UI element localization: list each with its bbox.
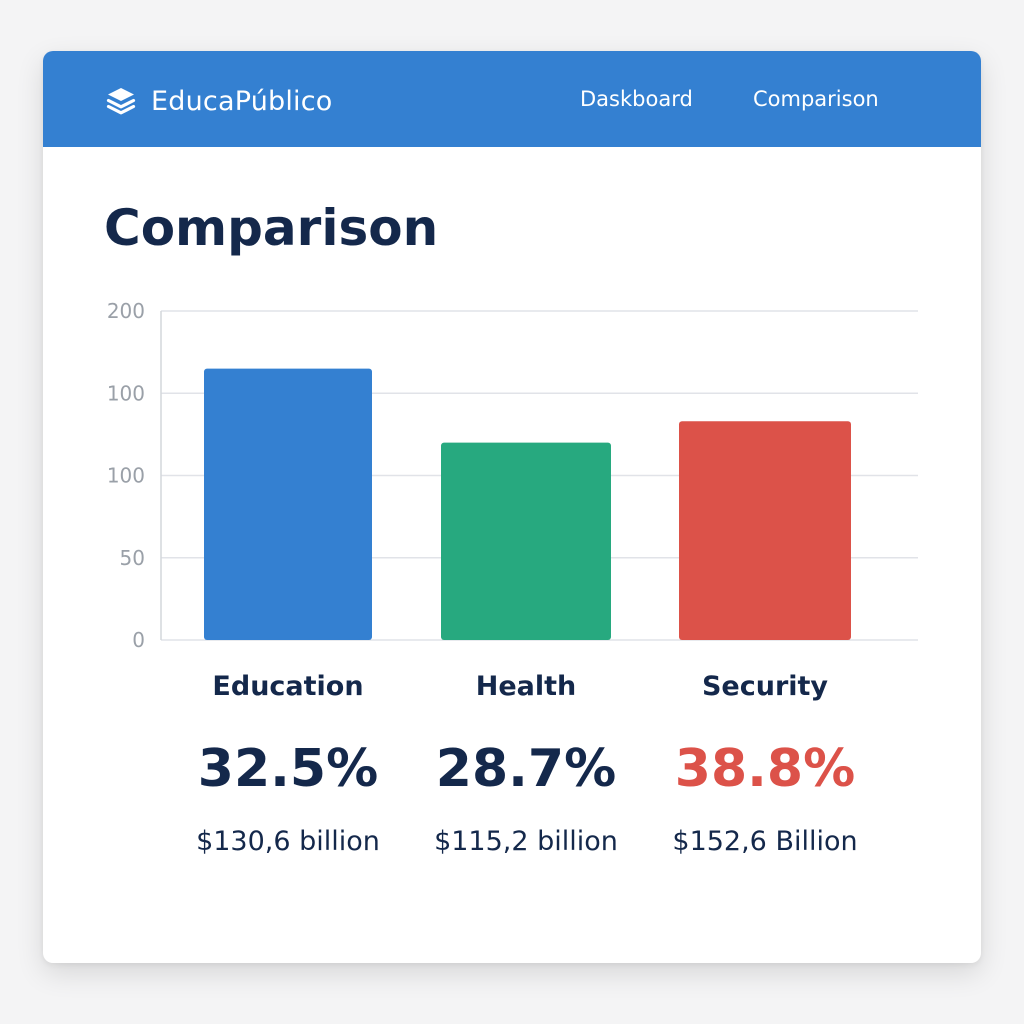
nav-comparison-link[interactable]: Comparison	[753, 87, 879, 111]
y-tick-label: 0	[132, 628, 145, 652]
nav-dashboard-link[interactable]: Daskboard	[580, 87, 693, 111]
layers-icon	[106, 88, 136, 115]
top-navbar: EducaPúblico Daskboard Comparison	[43, 51, 981, 147]
stat-amount: $130,6 billion	[196, 826, 380, 857]
stat-amount: $152,6 Billion	[672, 826, 858, 857]
y-tick-label: 50	[120, 546, 145, 570]
y-tick-label: 100	[107, 381, 145, 405]
brand-name: EducaPúblico	[151, 85, 333, 117]
bar-education[interactable]	[204, 368, 372, 640]
main-card: EducaPúblico Daskboard Comparison Compar…	[43, 51, 981, 963]
brand[interactable]: EducaPúblico	[105, 81, 333, 121]
stat-percent: 28.7%	[435, 739, 617, 799]
stat-category-label: Health	[475, 671, 577, 702]
bar-health[interactable]	[441, 442, 611, 640]
y-tick-label: 200	[107, 299, 145, 323]
stats-row: Education 32.5% $130,6 billion Health 28…	[43, 51, 981, 963]
bar-chart: 0 50 100 100 200	[107, 299, 918, 652]
stat-category-label: Education	[212, 671, 364, 702]
stat-category-label: Security	[701, 671, 829, 702]
stat-percent: 32.5%	[197, 739, 379, 799]
stat-amount: $115,2 billion	[434, 826, 618, 857]
y-tick-label: 100	[107, 464, 145, 488]
stat-percent: 38.8%	[674, 739, 856, 799]
bar-security[interactable]	[679, 421, 851, 640]
page-title: Comparison	[104, 199, 439, 257]
